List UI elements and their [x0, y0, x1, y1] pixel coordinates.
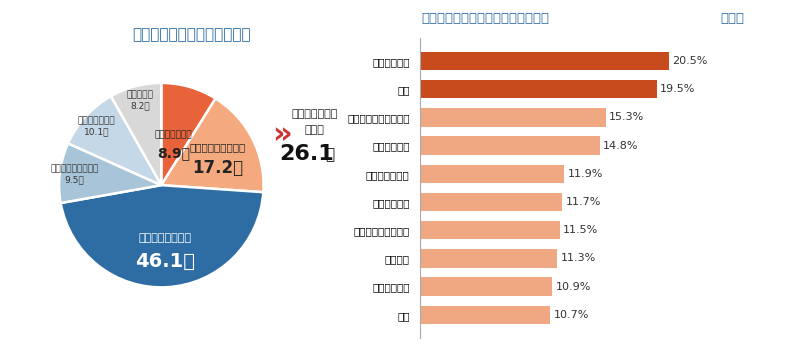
- Bar: [420, 108, 606, 127]
- Text: 15.3%: 15.3%: [610, 112, 645, 122]
- Bar: [420, 277, 552, 296]
- Text: リスキリングに「取り組んでいる」: リスキリングに「取り組んでいる」: [422, 12, 550, 25]
- Text: 46.1％: 46.1％: [134, 252, 194, 271]
- Text: 分からない
8.2％: 分からない 8.2％: [126, 90, 154, 110]
- Wedge shape: [61, 185, 263, 287]
- Text: 17.2％: 17.2％: [192, 159, 243, 177]
- Wedge shape: [59, 143, 162, 203]
- Text: 業種別: 業種別: [720, 12, 744, 25]
- Text: 11.9%: 11.9%: [568, 169, 603, 179]
- Text: 積極的: 積極的: [305, 125, 325, 135]
- Bar: [420, 165, 564, 183]
- Text: 10.7%: 10.7%: [554, 310, 589, 320]
- Bar: [420, 249, 557, 268]
- Text: 19.5%: 19.5%: [660, 84, 696, 94]
- Wedge shape: [111, 83, 162, 185]
- Title: リスキリングの取り組み状況: リスキリングの取り組み状況: [133, 27, 251, 42]
- Text: 意味を理解できない
9.5％: 意味を理解できない 9.5％: [50, 165, 98, 184]
- Bar: [420, 136, 599, 155]
- Text: 取り組んでいる: 取り組んでいる: [154, 130, 192, 139]
- Text: 11.5%: 11.5%: [563, 225, 598, 235]
- Text: 取り組んでいない: 取り組んでいない: [138, 233, 191, 243]
- Bar: [420, 221, 559, 239]
- Text: 20.5%: 20.5%: [672, 56, 708, 66]
- Text: 取り組みたいと思う: 取り組みたいと思う: [190, 142, 246, 152]
- Bar: [420, 193, 562, 211]
- Wedge shape: [162, 98, 263, 192]
- Wedge shape: [68, 96, 162, 185]
- Bar: [420, 306, 550, 324]
- Bar: [420, 80, 657, 98]
- Text: 11.7%: 11.7%: [566, 197, 601, 207]
- Text: リスキリングに: リスキリングに: [291, 109, 338, 119]
- Bar: [420, 52, 669, 70]
- Text: 11.3%: 11.3%: [561, 253, 596, 263]
- Text: 10.9%: 10.9%: [556, 282, 591, 292]
- Wedge shape: [162, 83, 215, 185]
- Text: 8.9％: 8.9％: [157, 146, 190, 160]
- Text: ％: ％: [326, 147, 334, 162]
- Text: 言葉も知らない
10.1％: 言葉も知らない 10.1％: [78, 117, 115, 136]
- Text: »: »: [272, 119, 292, 149]
- Text: 14.8%: 14.8%: [603, 141, 638, 151]
- Text: 26.1: 26.1: [279, 144, 334, 165]
